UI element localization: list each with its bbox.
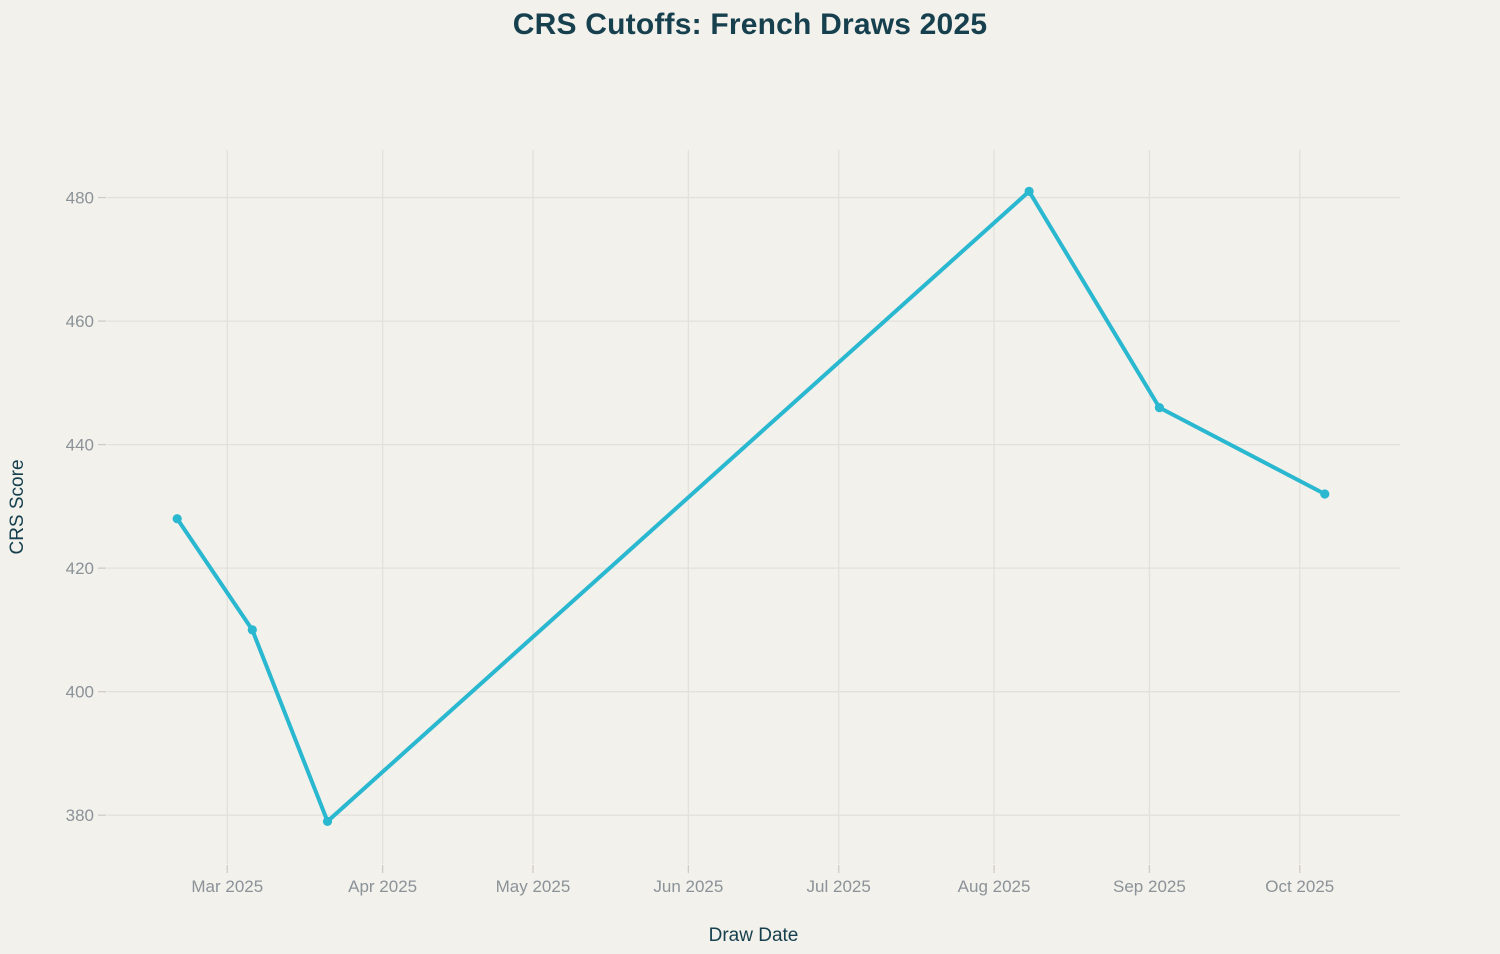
x-axis-title: Draw Date (708, 925, 799, 946)
data-point-marker (1154, 403, 1164, 413)
data-point-marker (172, 514, 182, 524)
y-tick-label: 380 (66, 806, 94, 825)
data-line (175, 189, 1327, 824)
x-tick-label: Oct 2025 (1265, 877, 1334, 896)
x-tick-label: Apr 2025 (348, 877, 417, 896)
data-point-marker (1024, 186, 1034, 196)
y-tick-label: 460 (66, 312, 94, 331)
y-axis-title: CRS Score (7, 459, 28, 555)
y-tick-label: 400 (66, 683, 94, 702)
data-point-marker (247, 625, 257, 635)
y-tick-label: 440 (66, 436, 94, 455)
x-tick-label: Mar 2025 (191, 877, 263, 896)
data-point-marker (322, 816, 333, 827)
x-tick-label: Jun 2025 (653, 877, 723, 896)
x-tick-label: Jul 2025 (807, 877, 871, 896)
data-point-marker (1320, 489, 1330, 499)
x-tick-label: Aug 2025 (958, 877, 1031, 896)
chart-title: CRS Cutoffs: French Draws 2025 (512, 8, 988, 41)
x-tick-label: May 2025 (496, 877, 571, 896)
x-tick-label: Sep 2025 (1113, 877, 1186, 896)
y-tick-label: 420 (66, 559, 94, 578)
y-tick-label: 480 (66, 189, 94, 208)
